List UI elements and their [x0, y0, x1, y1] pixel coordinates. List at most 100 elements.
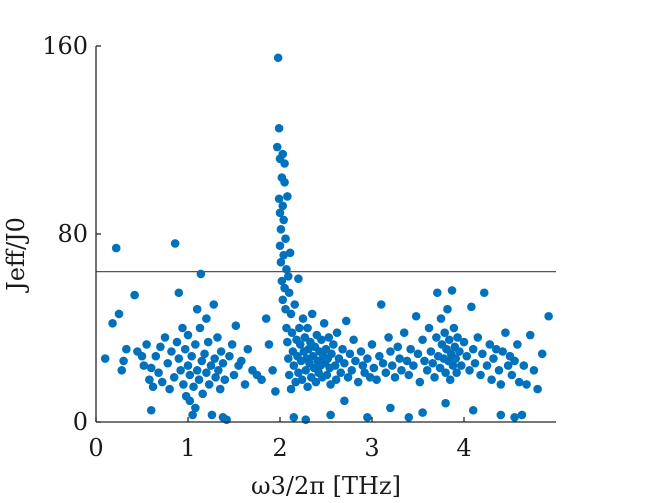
data-point: [340, 396, 349, 406]
data-point: [347, 366, 357, 375]
data-point: [322, 370, 332, 380]
data-point: [191, 403, 200, 413]
data-point: [289, 361, 299, 370]
data-point: [237, 356, 246, 366]
data-point: [476, 370, 485, 380]
data-point: [395, 354, 404, 363]
data-point: [277, 276, 287, 286]
data-point: [482, 361, 492, 370]
data-point: [433, 288, 442, 298]
data-point: [240, 380, 250, 389]
data-point: [218, 358, 228, 368]
y-ticks: 0 80 160: [42, 32, 101, 436]
data-point: [349, 335, 358, 345]
data-point: [336, 368, 346, 377]
data-point: [465, 366, 474, 375]
data-point: [468, 344, 478, 354]
data-point: [441, 368, 450, 377]
data-point: [157, 377, 167, 387]
data-point: [443, 304, 452, 314]
data-point: [294, 274, 303, 283]
data-point: [372, 375, 381, 385]
data-point: [183, 361, 193, 370]
data-point: [402, 356, 412, 366]
data-point: [473, 333, 483, 342]
data-point: [386, 347, 395, 356]
data-point: [544, 311, 553, 321]
data-point: [192, 304, 202, 314]
data-point: [243, 344, 253, 354]
data-point: [203, 337, 213, 347]
data-point: [319, 319, 329, 328]
data-point: [216, 347, 226, 356]
data-point: [197, 356, 207, 366]
data-point: [478, 349, 487, 359]
data-point: [278, 201, 288, 211]
data-point: [375, 351, 384, 361]
data-point: [231, 321, 241, 330]
data-point: [510, 413, 519, 422]
data-point: [261, 314, 271, 323]
x-axis-label: ω3/2π [THz]: [251, 472, 401, 500]
data-point: [278, 149, 288, 159]
data-point: [330, 361, 340, 370]
data-point: [271, 387, 280, 396]
data-point: [284, 288, 294, 298]
data-point: [287, 328, 297, 338]
data-point: [286, 384, 296, 394]
data-point: [142, 340, 151, 349]
data-point: [353, 377, 363, 387]
data-point: [283, 192, 292, 201]
data-point: [444, 335, 454, 345]
data-point: [209, 300, 219, 309]
data-point: [160, 333, 170, 342]
data-point: [432, 333, 441, 342]
data-point: [218, 413, 228, 422]
x-ticks: 0 1 2 3 4: [88, 417, 472, 462]
data-point: [174, 288, 184, 298]
data-point: [496, 410, 506, 420]
data-point: [139, 361, 149, 370]
data-point: [283, 272, 293, 281]
data-point: [220, 375, 230, 385]
data-point: [180, 344, 190, 354]
data-point: [424, 323, 434, 333]
data-point: [436, 314, 446, 323]
data-point: [418, 408, 427, 417]
data-point: [399, 328, 409, 338]
data-point: [284, 370, 294, 380]
x-tick-label: 4: [456, 434, 471, 462]
y-tick-label: 80: [57, 220, 88, 248]
data-point: [498, 347, 507, 356]
data-point: [176, 366, 185, 375]
data-point: [172, 337, 182, 347]
data-point: [163, 358, 173, 368]
data-point: [274, 123, 284, 133]
data-point: [196, 269, 206, 279]
data-point: [189, 382, 198, 392]
data-point: [275, 208, 285, 218]
data-point: [449, 323, 459, 333]
data-point: [415, 377, 425, 387]
data-point: [185, 370, 195, 380]
data-point: [194, 375, 204, 385]
data-point: [289, 413, 299, 422]
data-point: [456, 361, 466, 370]
data-point: [111, 243, 121, 253]
data-point: [295, 323, 304, 333]
data-point: [447, 286, 457, 295]
data-point: [381, 368, 391, 377]
data-point: [329, 340, 338, 349]
data-point: [351, 356, 360, 366]
data-point: [387, 361, 397, 370]
data-point: [514, 377, 524, 387]
data-point: [108, 319, 117, 328]
data-point: [445, 375, 455, 385]
data-point: [386, 403, 395, 413]
data-point: [290, 300, 300, 309]
x-tick-label: 0: [88, 434, 103, 462]
data-point: [494, 366, 504, 375]
data-point: [510, 356, 519, 366]
